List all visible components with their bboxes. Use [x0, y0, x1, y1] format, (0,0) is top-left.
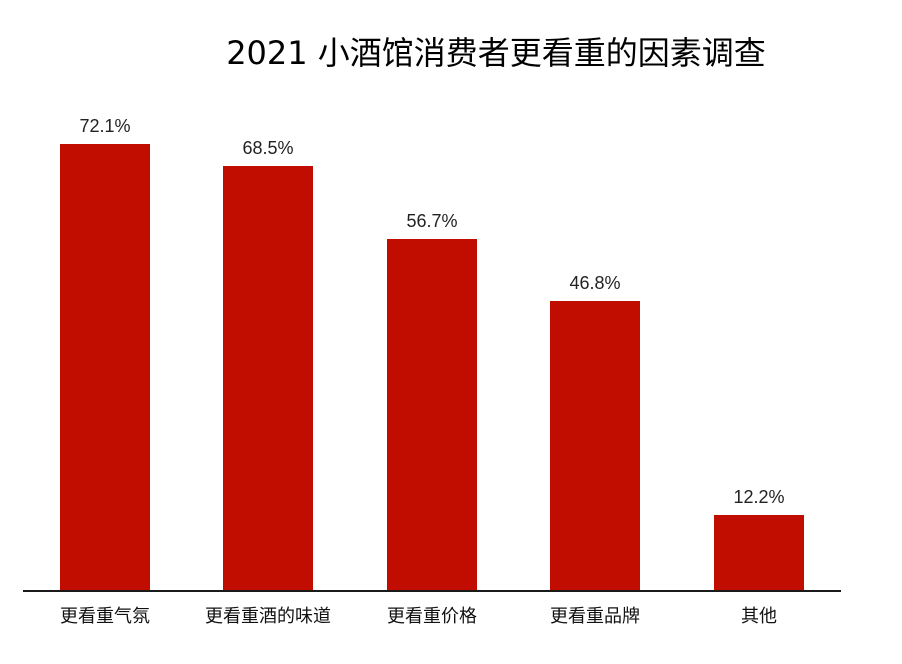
x-tick-label: 更看重价格: [387, 606, 477, 627]
bar: [223, 166, 313, 591]
bar-value-label: 68.5%: [242, 138, 294, 158]
bar-value-label: 46.8%: [569, 273, 621, 293]
bar: [550, 301, 640, 591]
bar: [714, 515, 804, 591]
x-tick-label: 其他: [741, 606, 777, 627]
bar-value-label: 56.7%: [406, 211, 458, 231]
bar: [387, 239, 477, 591]
bar: [60, 144, 150, 591]
x-tick-label: 更看重品牌: [550, 606, 640, 627]
x-axis-line: [23, 590, 841, 592]
x-tick-label: 更看重酒的味道: [205, 606, 331, 627]
x-tick-label: 更看重气氛: [60, 606, 150, 627]
chart-title: 2021 小酒馆消费者更看重的因素调查: [226, 34, 766, 72]
bar-value-label: 12.2%: [733, 487, 785, 507]
bar-value-label: 72.1%: [79, 116, 131, 136]
